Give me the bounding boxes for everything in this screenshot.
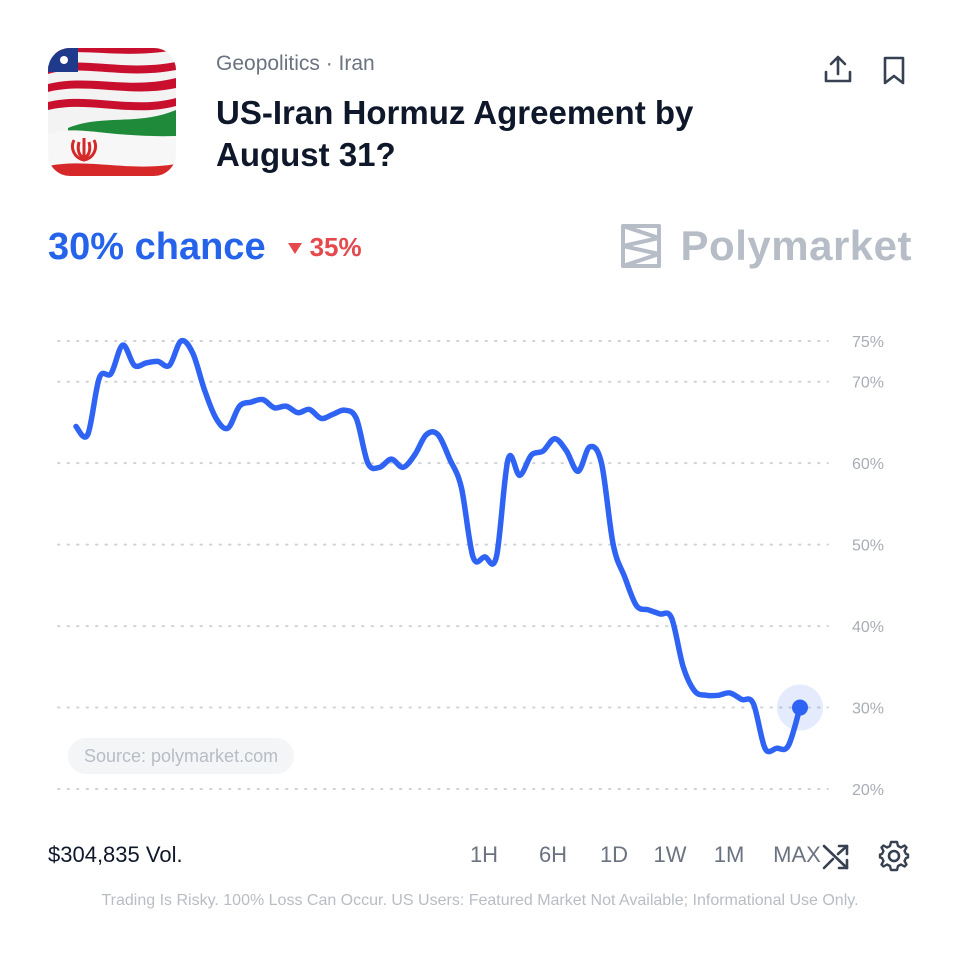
y-tick-label: 60% — [852, 456, 884, 473]
chart-last-point[interactable] — [792, 699, 808, 716]
share-icon — [824, 55, 852, 83]
change-value: 35% — [309, 232, 362, 262]
chart-gridlines — [57, 340, 829, 790]
settings-button[interactable] — [876, 838, 912, 874]
change-badge: 35% — [287, 232, 362, 263]
odds-row: 30% chance 35% — [48, 226, 362, 269]
brand-name: Polymarket — [680, 222, 912, 269]
bookmark-icon — [883, 56, 905, 85]
range-max[interactable]: MAX — [773, 842, 821, 867]
chart-series-line — [73, 337, 803, 755]
gear-icon — [878, 840, 910, 872]
down-triangle-icon — [287, 243, 302, 254]
y-tick-label: 20% — [852, 782, 884, 799]
y-tick-label: 40% — [852, 619, 884, 636]
y-tick-label: 50% — [852, 538, 884, 555]
chart-tools — [818, 838, 912, 874]
us-iran-flags-image — [48, 48, 176, 176]
market-actions — [820, 52, 912, 88]
volume-label: $304,835 Vol. — [48, 842, 183, 867]
range-1d[interactable]: 1D — [599, 842, 629, 867]
risk-disclaimer: Trading Is Risky. 100% Loss Can Occur. U… — [101, 892, 859, 909]
market-category[interactable]: Geopolitics · Iran — [216, 52, 375, 75]
market-thumbnail — [48, 48, 176, 176]
polymarket-logo-icon — [620, 224, 661, 268]
brand: Polymarket — [619, 222, 912, 270]
range-1m[interactable]: 1M — [713, 842, 745, 867]
source-label[interactable]: Source: polymarket.com — [68, 738, 295, 774]
market-title: US-Iran Hormuz Agreement by August 31? — [216, 94, 694, 173]
range-6h[interactable]: 6H — [538, 842, 568, 867]
time-range-selector: 1H 6H 1D 1W 1M MAX — [456, 838, 828, 872]
y-tick-label: 30% — [852, 701, 884, 718]
shuffle-button[interactable] — [818, 838, 854, 874]
chart-y-tick-labels: 75% 70% 60% 50% 40% 30% 20% — [852, 334, 884, 799]
range-1w[interactable]: 1W — [653, 842, 687, 867]
share-button[interactable] — [820, 52, 856, 88]
shuffle-icon — [822, 844, 849, 870]
bookmark-button[interactable] — [876, 52, 912, 88]
chance-value: 30% chance — [48, 226, 266, 268]
y-tick-label: 70% — [852, 375, 884, 392]
range-1h[interactable]: 1H — [469, 842, 499, 867]
y-tick-label: 75% — [852, 334, 884, 351]
